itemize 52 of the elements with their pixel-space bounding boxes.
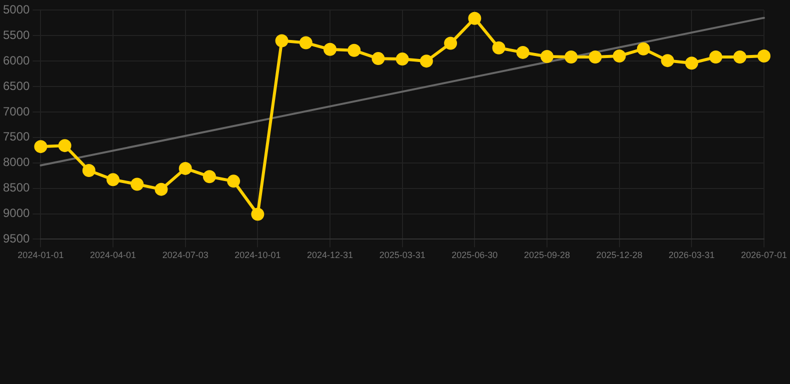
point [636,42,650,56]
point [492,41,506,54]
point [82,164,96,177]
point [444,36,458,50]
point [372,52,385,66]
point [154,182,168,196]
y-tick-label: 5500 [2,28,30,42]
y-tick-label: 7500 [2,130,30,144]
x-tick-label: 2024-01-01 [18,250,64,260]
point [299,36,312,50]
point [564,50,578,64]
x-tick-label: 2024-04-01 [90,250,136,260]
y-tick-label: 8500 [2,180,30,195]
y-tick-label: 5000 [2,2,30,17]
x-tick-label: 2024-10-01 [234,250,281,260]
point [251,208,264,221]
point [757,50,770,62]
y-tick-label: 9000 [2,206,30,220]
point [588,50,602,64]
point [202,170,216,184]
point [324,42,337,56]
point [516,46,530,59]
point [106,173,120,186]
point [34,140,48,154]
x-tick-label: 2025-12-28 [596,250,642,260]
point [178,162,192,175]
point [130,178,144,191]
x-tick-label: 2026-03-31 [668,250,715,260]
point [58,139,72,152]
point [275,34,288,48]
point [685,56,698,70]
x-tick-label: 2025-09-28 [524,250,570,260]
y-tick-label: 8000 [2,155,30,170]
point [612,50,626,62]
point [709,50,722,64]
point [733,50,746,64]
x-tick-label: 2025-03-31 [379,250,426,260]
x-tick-label: 2025-06-30 [452,250,498,260]
point [468,12,482,25]
point [227,174,240,188]
x-tick-label: 2026-07-01 [740,250,788,260]
point [420,54,433,68]
y-tick-label: 7000 [2,104,30,118]
x-tick-label: 2024-12-31 [306,250,354,260]
point [348,44,361,57]
y-tick-label: 9500 [2,232,30,246]
y-tick-label: 6000 [2,53,30,68]
point [540,50,554,64]
point [396,52,409,66]
x-tick-label: 2024-07-03 [162,250,208,260]
y-tick-label: 6500 [2,78,30,93]
point [661,54,674,68]
